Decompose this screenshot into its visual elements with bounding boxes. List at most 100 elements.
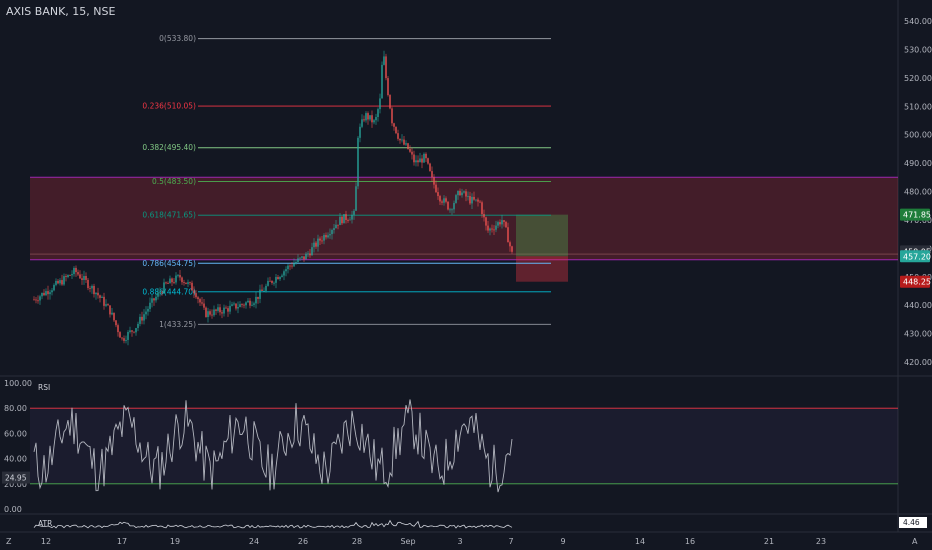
- candle-body: [483, 214, 485, 218]
- candle-body: [373, 120, 375, 123]
- candle-body: [39, 296, 41, 301]
- fib-label: 0.236(510.05): [142, 102, 196, 111]
- candle-body: [91, 285, 93, 289]
- candle-body: [161, 292, 163, 294]
- price-badge: 471.85: [900, 208, 931, 221]
- candle-body: [279, 276, 281, 280]
- candle-body: [441, 201, 443, 203]
- candle-body: [493, 229, 495, 231]
- price-badge-label: 471.85: [903, 211, 931, 220]
- stop-box: [516, 256, 568, 282]
- candle-body: [385, 56, 387, 79]
- rsi-tick-label: 80.00: [4, 404, 27, 413]
- candle-body: [465, 191, 467, 197]
- candle-body: [481, 202, 483, 215]
- price-tick-label: 420.00: [904, 358, 932, 367]
- candle-body: [397, 133, 399, 139]
- candle-body: [319, 238, 321, 241]
- candle-body: [331, 230, 333, 235]
- candle-body: [413, 154, 415, 163]
- candle-body: [337, 224, 339, 226]
- candle-body: [169, 278, 171, 284]
- target-box: [516, 214, 568, 257]
- candle-body: [95, 292, 97, 295]
- candle-body: [449, 209, 451, 211]
- candle-body: [277, 277, 279, 280]
- rsi-tick-label: 100.00: [4, 379, 32, 388]
- candle-body: [171, 278, 173, 283]
- candle-body: [445, 198, 447, 202]
- candle-body: [147, 308, 149, 312]
- supply-zone: [30, 176, 898, 261]
- candle-body: [245, 302, 247, 306]
- candle-body: [249, 300, 251, 306]
- rsi-band: [30, 408, 898, 484]
- candle-body: [79, 274, 81, 279]
- candle-body: [477, 199, 479, 202]
- candle-body: [137, 323, 139, 329]
- candle-body: [189, 282, 191, 284]
- candle-body: [369, 115, 371, 120]
- candle-body: [55, 280, 57, 285]
- candle-body: [283, 271, 285, 276]
- candle-body: [427, 158, 429, 164]
- candle-body: [435, 184, 437, 193]
- candle-body: [115, 320, 117, 326]
- candle-body: [73, 267, 75, 275]
- candle-body: [451, 209, 453, 211]
- candle-body: [339, 216, 341, 226]
- candle-body: [81, 278, 83, 280]
- candle-body: [473, 196, 475, 200]
- candle-body: [303, 256, 305, 260]
- candle-body: [121, 337, 123, 339]
- auto-scale-button[interactable]: A: [912, 537, 918, 546]
- candle-body: [233, 303, 235, 305]
- candle-body: [47, 291, 49, 295]
- candle-body: [333, 228, 335, 231]
- candle-body: [295, 262, 297, 264]
- candle-body: [315, 242, 317, 247]
- candle-body: [175, 275, 177, 283]
- rsi-tick-label: 20.00: [4, 480, 27, 489]
- candle-body: [265, 285, 267, 291]
- candle-body: [187, 282, 189, 284]
- candle-body: [393, 123, 395, 127]
- candle-body: [417, 160, 419, 163]
- price-badge: 448.25: [900, 275, 931, 288]
- time-tick-label: 3: [457, 537, 462, 546]
- candle-body: [203, 303, 205, 308]
- candle-body: [351, 214, 353, 220]
- candle-body: [359, 126, 361, 138]
- candle-body: [131, 330, 133, 332]
- candle-body: [387, 78, 389, 96]
- candle-body: [305, 253, 307, 260]
- atr-current-label: 4.46: [903, 518, 920, 527]
- candle-body: [83, 276, 85, 280]
- candle-body: [155, 296, 157, 301]
- candle-body: [109, 305, 111, 315]
- candle-body: [223, 307, 225, 314]
- candle-body: [235, 303, 237, 309]
- candle-body: [209, 311, 211, 315]
- candle-body: [391, 108, 393, 124]
- candle-body: [489, 228, 491, 231]
- candle-body: [215, 309, 217, 311]
- timezone-button[interactable]: Z: [6, 537, 12, 546]
- candle-body: [197, 297, 199, 300]
- fib-label: 0(533.80): [159, 34, 196, 43]
- candle-body: [505, 221, 507, 228]
- candle-body: [127, 331, 129, 340]
- candle-body: [63, 276, 65, 285]
- candle-body: [491, 228, 493, 230]
- candle-body: [511, 246, 513, 252]
- rsi-tick-label: 0.00: [4, 505, 22, 514]
- price-tick-label: 430.00: [904, 330, 932, 339]
- candle-body: [87, 279, 89, 289]
- candle-body: [281, 275, 283, 277]
- candle-body: [363, 119, 365, 121]
- candle-body: [453, 202, 455, 210]
- candle-body: [479, 201, 481, 203]
- candle-body: [291, 265, 293, 267]
